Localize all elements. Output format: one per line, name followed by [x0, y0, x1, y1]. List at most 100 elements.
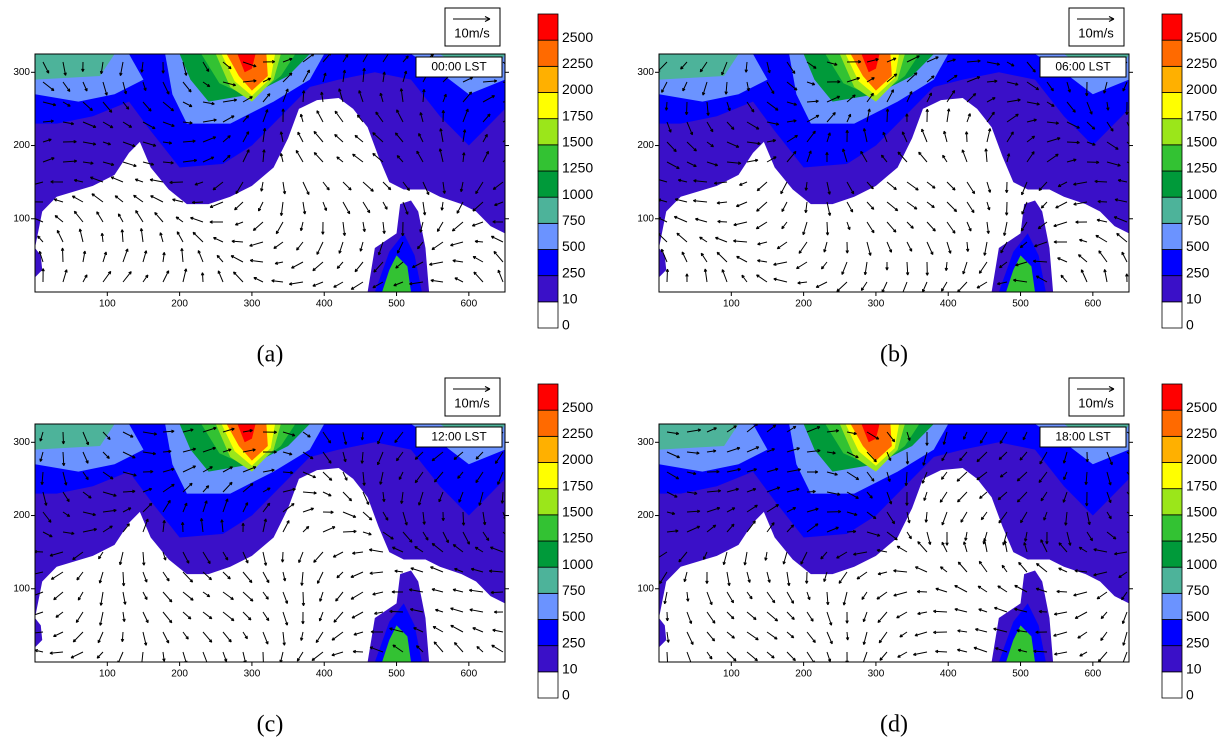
- colorbar-label: 0: [562, 317, 570, 333]
- y-tick-label: 200: [637, 140, 654, 151]
- colorbar-label: 2500: [1186, 29, 1217, 45]
- colorbar-box: [537, 566, 559, 594]
- x-tick-label: 300: [244, 299, 261, 310]
- colorbar-label: 10: [1186, 661, 1202, 677]
- plot-frame: [658, 423, 1130, 663]
- colorbar-label: 10: [562, 291, 578, 307]
- time-box: [415, 56, 503, 78]
- colorbar-box: [1161, 671, 1183, 699]
- time-label: 00:00 LST: [431, 60, 487, 74]
- panel-caption: (b): [880, 342, 908, 368]
- colorbar-box: [1161, 409, 1183, 437]
- terrain: [850, 424, 892, 461]
- colorbar-label: 750: [562, 582, 586, 598]
- colorbar-label: 2500: [562, 29, 593, 45]
- colorbar-box: [1161, 13, 1183, 41]
- colorbar-box: [537, 488, 559, 516]
- x-tick-label: 100: [99, 299, 116, 310]
- colorbar-box: [537, 65, 559, 93]
- time-box: [1039, 426, 1127, 448]
- scale-label: 10m/s: [454, 395, 490, 410]
- map: [35, 54, 505, 292]
- colorbar-box: [1161, 222, 1183, 250]
- colorbar-label: 1500: [1186, 134, 1217, 150]
- colorbar-label: 1250: [1186, 530, 1217, 546]
- colorbar-label: 2000: [1186, 451, 1217, 467]
- x-tick-label: 400: [940, 299, 957, 310]
- colorbar-label: 2000: [562, 451, 593, 467]
- terrain: [237, 424, 256, 443]
- y-tick-label: 100: [13, 583, 30, 594]
- colorbar-label: 250: [562, 634, 586, 650]
- scale-arrow: [453, 386, 491, 392]
- terrain: [1006, 625, 1035, 662]
- colorbar-label: 2250: [1186, 55, 1217, 71]
- colorbar-box: [537, 275, 559, 303]
- x-tick-label: 400: [316, 299, 333, 310]
- colorbar-label: 1750: [562, 477, 593, 493]
- colorbar-box: [537, 249, 559, 277]
- colorbar-label: 250: [562, 264, 586, 280]
- map: [659, 54, 1129, 292]
- colorbar-box: [1161, 619, 1183, 647]
- y-tick-label: 300: [637, 67, 654, 78]
- terrain: [35, 54, 115, 80]
- colorbar-box: [1161, 118, 1183, 146]
- x-tick-label: 100: [723, 299, 740, 310]
- colorbar-box: [1161, 540, 1183, 568]
- colorbar-box: [537, 13, 559, 41]
- terrain: [659, 54, 739, 80]
- colorbar-label: 2250: [562, 55, 593, 71]
- x-tick-label: 500: [388, 669, 405, 680]
- colorbar-label: 2500: [562, 399, 593, 415]
- time-box: [415, 426, 503, 448]
- colorbar-label: 1500: [562, 504, 593, 520]
- colorbar-label: 500: [562, 608, 586, 624]
- colorbar-box: [1161, 249, 1183, 277]
- scale-label: 10m/s: [454, 25, 490, 40]
- terrain: [35, 424, 115, 450]
- scale-box: [1068, 7, 1125, 47]
- map: [35, 424, 505, 662]
- x-tick-label: 300: [244, 669, 261, 680]
- terrain: [659, 54, 1129, 168]
- terrain: [382, 625, 411, 662]
- colorbar-box: [537, 170, 559, 198]
- colorbar-label: 250: [1186, 264, 1210, 280]
- x-tick-label: 600: [461, 669, 478, 680]
- colorbar-label: 750: [562, 212, 586, 228]
- y-tick-label: 100: [13, 213, 30, 224]
- x-tick-label: 200: [795, 299, 812, 310]
- colorbar-label: 1500: [1186, 504, 1217, 520]
- scale-arrow: [1077, 386, 1115, 392]
- panel-caption: (a): [257, 342, 284, 368]
- colorbar-box: [537, 540, 559, 568]
- colorbar-box: [537, 222, 559, 250]
- colorbar-label: 1750: [562, 107, 593, 123]
- terrain: [382, 255, 411, 292]
- terrain: [226, 54, 268, 91]
- terrain: [861, 54, 880, 73]
- colorbar-label: 2250: [1186, 425, 1217, 441]
- panel-caption: (d): [880, 712, 908, 738]
- colorbar-label: 1750: [1186, 477, 1217, 493]
- scale-box: [444, 7, 501, 47]
- wind-vectors: [35, 54, 505, 290]
- colorbar-box: [537, 671, 559, 699]
- time-box: [1039, 56, 1127, 78]
- plot-frame: [34, 53, 506, 293]
- colorbar-label: 10: [1186, 291, 1202, 307]
- x-tick-label: 600: [1085, 299, 1102, 310]
- panel-caption: (c): [257, 712, 284, 738]
- colorbar-box: [1161, 196, 1183, 224]
- colorbar-label: 500: [1186, 608, 1210, 624]
- colorbar-box: [537, 118, 559, 146]
- colorbar-box: [1161, 92, 1183, 120]
- scale-arrow: [1077, 16, 1115, 22]
- colorbar-label: 750: [1186, 212, 1210, 228]
- terrain: [35, 424, 505, 538]
- y-tick-label: 300: [13, 437, 30, 448]
